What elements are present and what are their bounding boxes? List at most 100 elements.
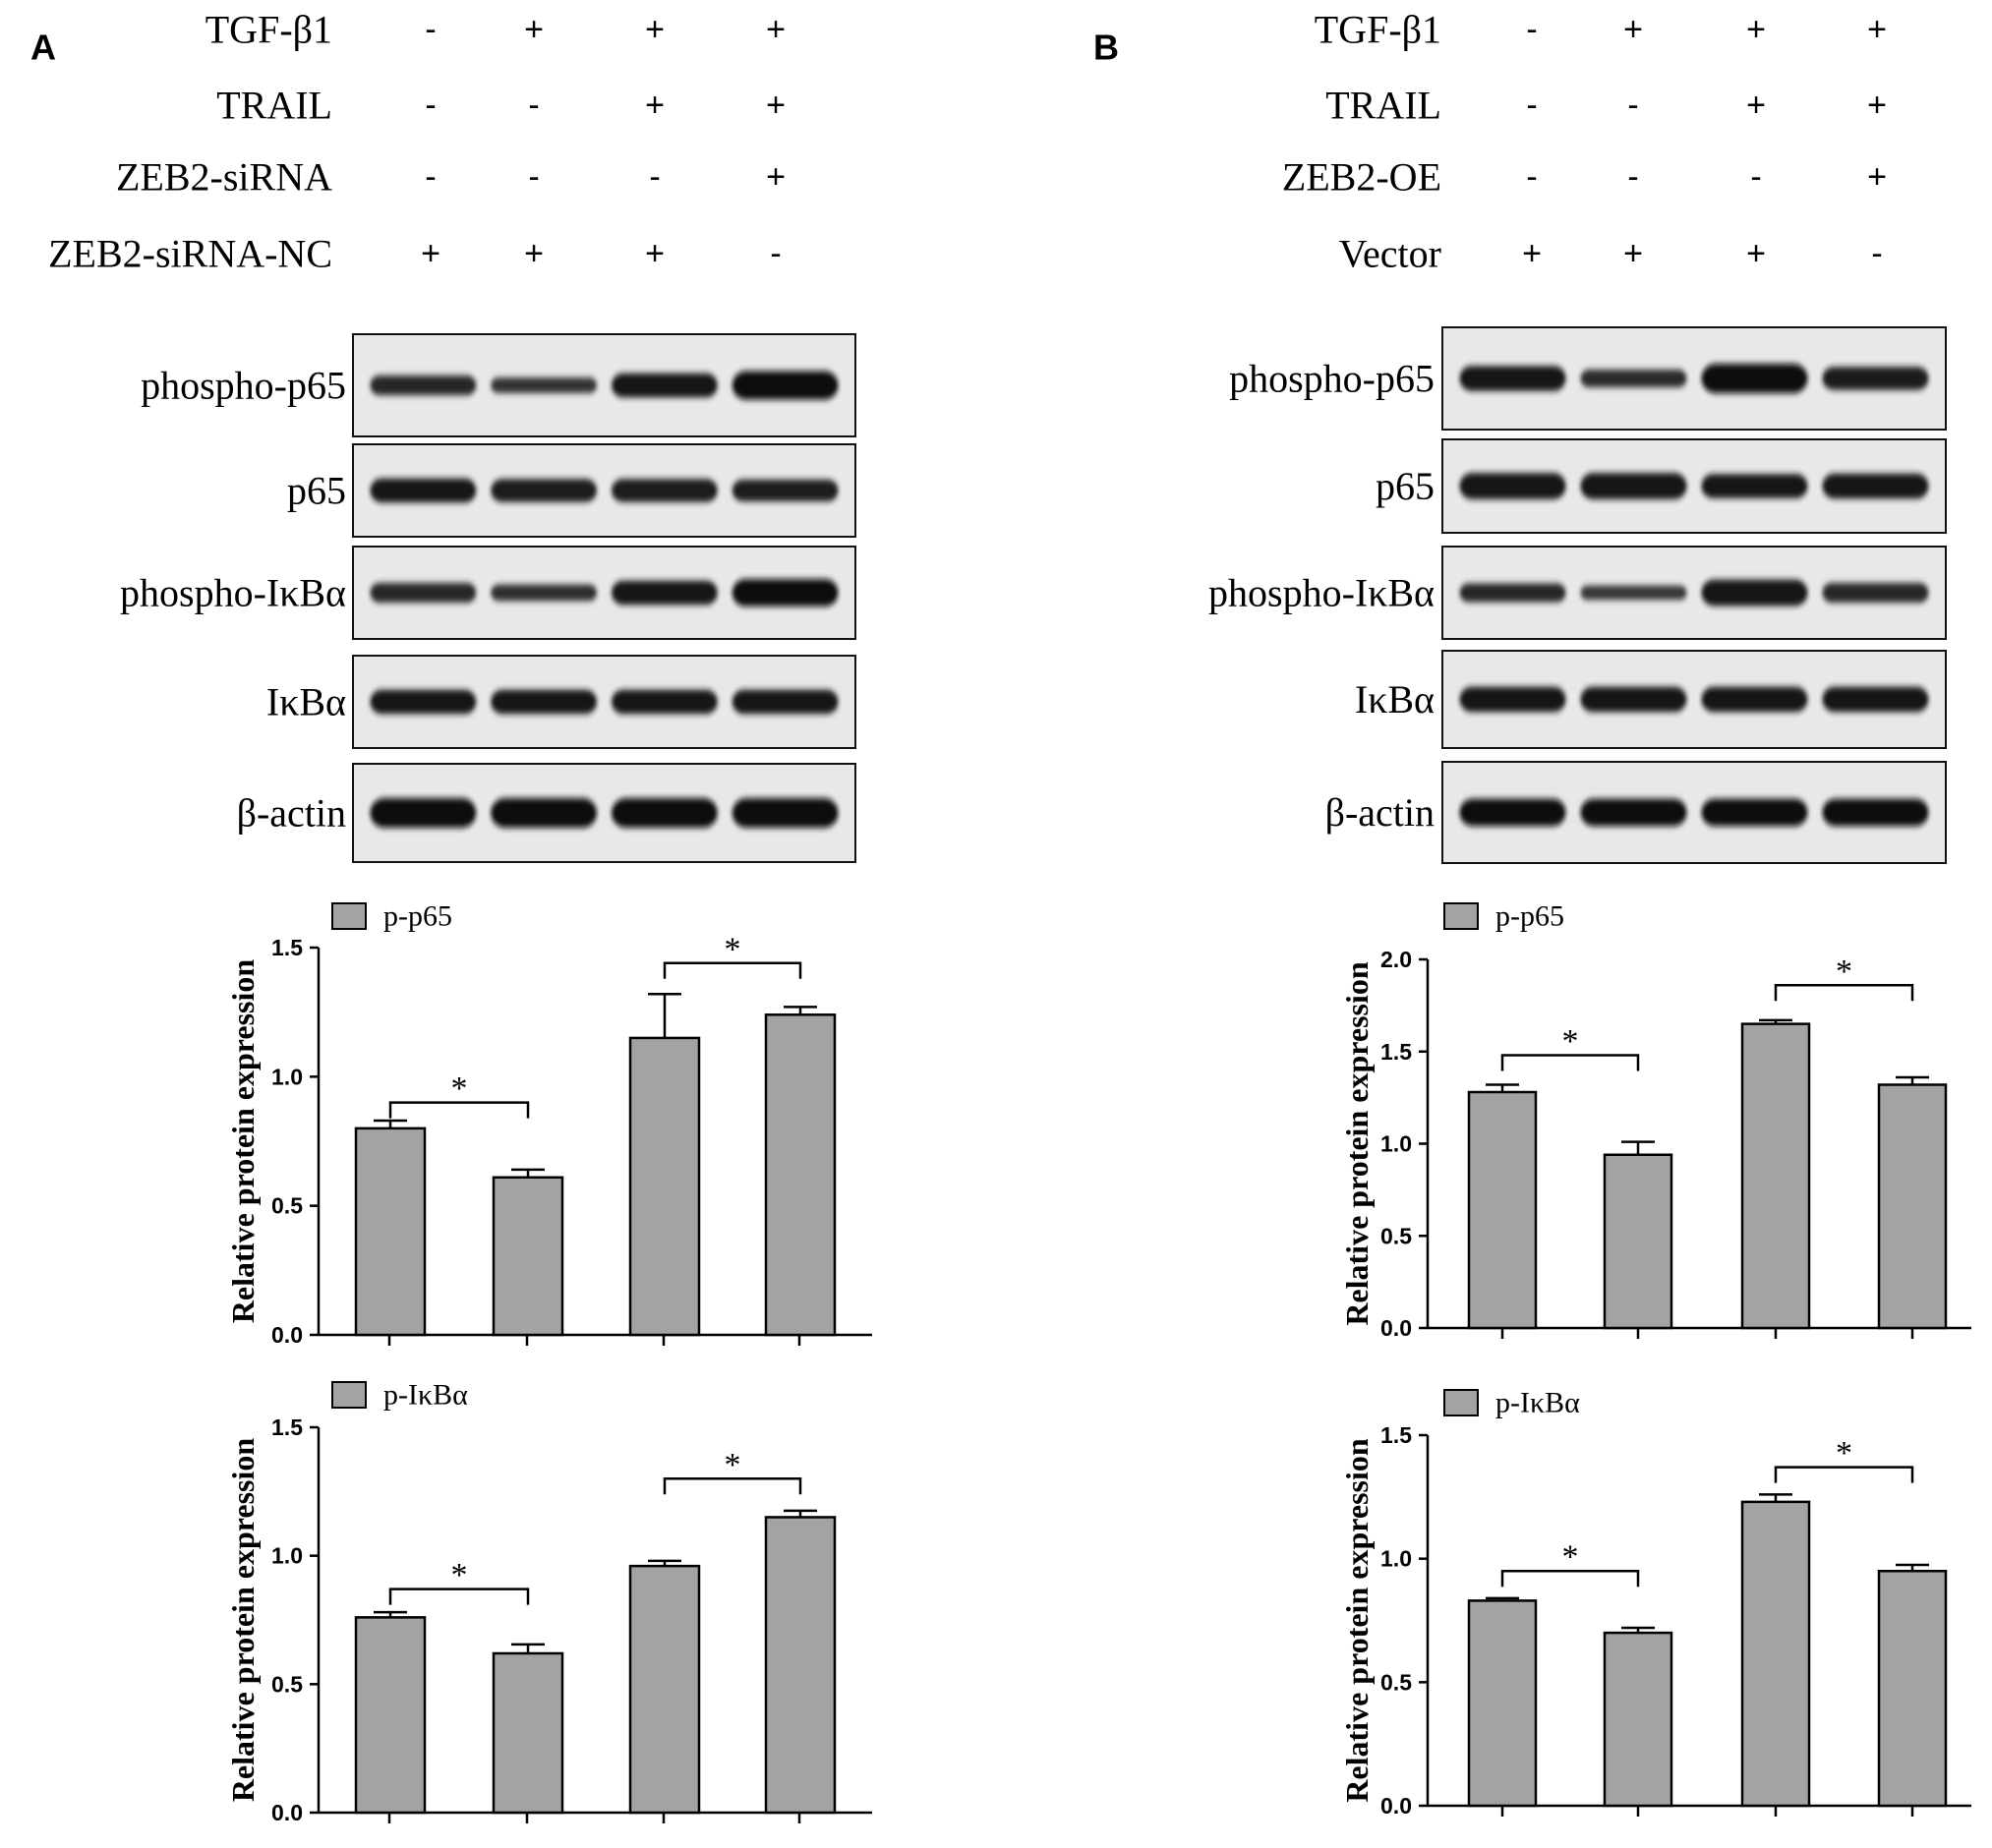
blot-band xyxy=(1580,798,1687,827)
significance-bracket xyxy=(388,1101,530,1119)
y-tick-label: 0.5 xyxy=(1380,1223,1412,1248)
blot-band xyxy=(1459,798,1566,827)
bar xyxy=(1603,1631,1673,1808)
minus-sign: - xyxy=(649,158,660,196)
treatment-label: TGF-β1 xyxy=(1315,8,1441,52)
plus-sign: + xyxy=(1746,235,1766,272)
blot-band xyxy=(1822,473,1929,499)
blot-strip xyxy=(352,763,856,863)
blot-strip xyxy=(352,333,856,437)
blot-label: phospho-p65 xyxy=(1229,357,1435,401)
bar xyxy=(628,1036,701,1337)
blot-band xyxy=(1701,364,1808,393)
legend-swatch xyxy=(1443,1389,1479,1416)
blot-label: IκBα xyxy=(1355,677,1435,722)
legend-label: p-IκBα xyxy=(1495,1387,1580,1419)
minus-sign: - xyxy=(1871,235,1882,272)
blot-label: phospho-p65 xyxy=(141,364,346,408)
bar xyxy=(1467,1090,1538,1330)
bar xyxy=(1603,1153,1673,1330)
blot-band xyxy=(1459,473,1566,499)
y-axis-label: Relative protein expression xyxy=(1339,1438,1375,1803)
minus-sign: - xyxy=(425,87,436,124)
plus-sign: + xyxy=(1867,87,1887,124)
blot-strip xyxy=(1441,761,1947,864)
blot-band xyxy=(1459,366,1566,391)
y-axis-label: Relative protein expression xyxy=(225,959,261,1324)
y-tick-label: 1.5 xyxy=(271,935,303,960)
blot-band xyxy=(491,479,598,502)
blot-band xyxy=(611,373,718,398)
blot-band xyxy=(1580,473,1687,499)
plus-sign: + xyxy=(766,158,786,196)
blot-band xyxy=(732,479,839,502)
y-axis-label: Relative protein expression xyxy=(1339,961,1375,1326)
plus-sign: + xyxy=(766,87,786,124)
plus-sign: + xyxy=(524,11,544,48)
bar xyxy=(1467,1599,1538,1808)
minus-sign: - xyxy=(425,11,436,48)
blot-band xyxy=(370,478,477,503)
treatment-label: TRAIL xyxy=(216,84,332,128)
blot-label: phospho-IκBα xyxy=(1208,571,1435,615)
plus-sign: + xyxy=(1746,87,1766,124)
blot-band xyxy=(1822,582,1929,604)
bar xyxy=(628,1564,701,1815)
minus-sign: - xyxy=(1526,158,1537,196)
minus-sign: - xyxy=(1627,87,1638,124)
significance-bracket xyxy=(1500,1054,1640,1071)
blot-label: β-actin xyxy=(237,791,346,836)
y-tick-label: 1.0 xyxy=(1380,1546,1412,1572)
bar xyxy=(354,1126,427,1337)
minus-sign: - xyxy=(528,87,539,124)
blot-band xyxy=(1701,686,1808,713)
blot-band xyxy=(732,798,839,828)
y-tick-label: 1.5 xyxy=(1380,1422,1412,1448)
blot-band xyxy=(611,798,718,828)
y-tick-label: 0.5 xyxy=(271,1671,303,1697)
blot-label: β-actin xyxy=(1325,790,1435,835)
significance-bracket xyxy=(663,1477,802,1495)
y-axis-label: Relative protein expression xyxy=(225,1438,261,1803)
y-tick-label: 0.0 xyxy=(1380,1793,1412,1819)
blot-band xyxy=(611,689,718,715)
blot-band xyxy=(732,371,839,400)
significance-star: * xyxy=(451,1070,468,1107)
blot-band xyxy=(491,377,598,393)
significance-star: * xyxy=(1562,1539,1579,1576)
minus-sign: - xyxy=(770,235,781,272)
y-tick-label: 1.0 xyxy=(271,1543,303,1569)
blot-band xyxy=(491,584,598,602)
blot-band xyxy=(370,798,477,828)
treatment-label: TRAIL xyxy=(1325,84,1441,128)
significance-bracket xyxy=(388,1588,530,1605)
plus-sign: + xyxy=(1522,235,1542,272)
blot-strip xyxy=(1441,438,1947,534)
significance-star: * xyxy=(1836,1435,1852,1472)
significance-star: * xyxy=(1836,953,1852,990)
treatment-label: ZEB2-siRNA xyxy=(116,155,332,200)
blot-strip xyxy=(352,443,856,538)
minus-sign: - xyxy=(425,158,436,196)
significance-bracket xyxy=(1774,984,1914,1002)
y-tick-label: 1.0 xyxy=(271,1064,303,1089)
blot-band xyxy=(370,689,477,715)
blot-band xyxy=(732,689,839,715)
plus-sign: + xyxy=(524,235,544,272)
blot-label: p65 xyxy=(1376,464,1435,508)
y-tick-label: 0.0 xyxy=(271,1800,303,1825)
treatment-label: Vector xyxy=(1339,232,1441,276)
legend-label: p-p65 xyxy=(383,900,452,933)
blot-label: p65 xyxy=(287,469,346,513)
y-tick-label: 0.0 xyxy=(271,1322,303,1348)
blot-band xyxy=(1822,798,1929,827)
bar xyxy=(764,1516,837,1815)
bar xyxy=(1877,1569,1948,1808)
blot-strip xyxy=(1441,546,1947,640)
bar xyxy=(492,1176,564,1337)
significance-bracket xyxy=(1500,1569,1640,1588)
y-tick-label: 2.0 xyxy=(1380,947,1412,972)
